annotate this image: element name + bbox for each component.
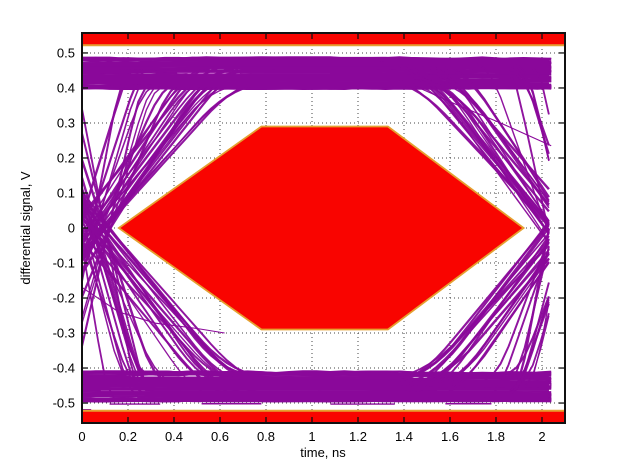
x-axis-label: time, ns: [300, 445, 346, 460]
y-tick-label: 0.4: [57, 80, 75, 95]
signal-traces: [82, 56, 552, 420]
x-tick-label: 2: [538, 429, 545, 444]
tick-labels: 0 0.2 0.4 0.6 0.8 1 1.2 1.4 1.6 1.8 2 -0.5 -0.4 -0.3 -…: [53, 45, 546, 444]
x-tick-label: 0.4: [165, 429, 183, 444]
y-tick-label: 0: [68, 221, 75, 236]
x-tick-label: 1.4: [395, 429, 413, 444]
y-tick-label: -0.1: [53, 256, 75, 271]
x-tick-label: 0.6: [211, 429, 229, 444]
y-tick-label: -0.5: [53, 396, 75, 411]
x-tick-label: 1.6: [441, 429, 459, 444]
x-tick-label: 0: [78, 429, 85, 444]
x-tick-label: 1: [308, 429, 315, 444]
x-tick-label: 0.2: [119, 429, 137, 444]
y-tick-label: 0.5: [57, 45, 75, 60]
axes-frame: [81, 32, 566, 424]
y-tick-label: 0.2: [57, 150, 75, 165]
eye-mask: [82, 33, 565, 423]
y-tick-label: 0.1: [57, 185, 75, 200]
y-tick-label: 0.3: [57, 115, 75, 130]
x-tick-label: 1.2: [349, 429, 367, 444]
x-tick-label: 1.8: [487, 429, 505, 444]
x-tick-label: 0.8: [257, 429, 275, 444]
y-axis-label: differential signal, V: [18, 171, 33, 285]
y-tick-label: -0.4: [53, 361, 75, 376]
y-tick-label: -0.2: [53, 291, 75, 306]
y-tick-label: -0.3: [53, 326, 75, 341]
